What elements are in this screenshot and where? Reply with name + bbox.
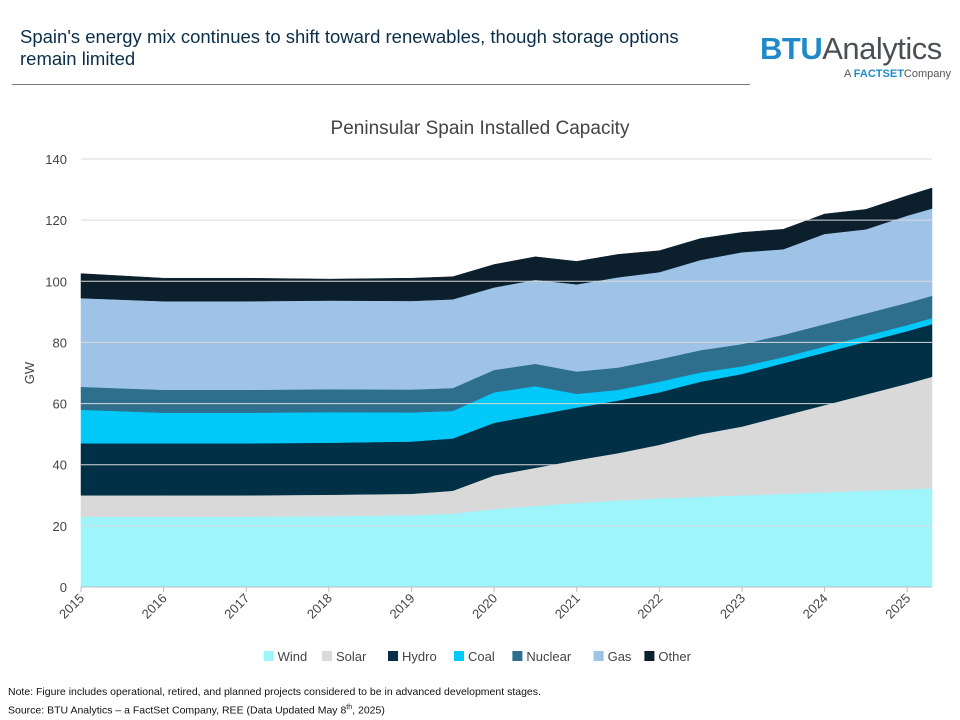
capacity-chart: Peninsular Spain Installed Capacity 0 20 4… <box>22 118 933 664</box>
area-other <box>80 187 933 302</box>
legend-label-hydro: Hydro <box>402 649 437 664</box>
x-tick-label-2016: 2016 <box>139 591 170 622</box>
x-tick-label-2022: 2022 <box>634 591 665 622</box>
legend-label-nuclear: Nuclear <box>526 649 571 664</box>
y-tick-label-60: 60 <box>53 397 67 412</box>
y-tick-label-20: 20 <box>53 519 67 534</box>
legend-label-other: Other <box>658 649 691 664</box>
x-tick-label-2017: 2017 <box>221 591 252 622</box>
legend-label-solar: Solar <box>336 649 367 664</box>
x-tick-label-2018: 2018 <box>304 591 335 622</box>
logo-sub-suffix: Company <box>903 68 951 80</box>
headline: Spain's energy mix continues to shift to… <box>20 26 679 69</box>
legend-label-coal: Coal <box>468 649 495 664</box>
x-tick-label-2015: 2015 <box>56 591 87 622</box>
x-tick-label-2024: 2024 <box>800 591 831 622</box>
logo-sub-prefix: A <box>844 68 851 80</box>
y-tick-label-40: 40 <box>53 458 67 473</box>
legend-swatch-other <box>644 651 655 661</box>
legend-label-gas: Gas <box>608 649 632 664</box>
y-tick-label-0: 0 <box>60 580 67 595</box>
logo-btu-text: BTU <box>760 31 823 66</box>
y-tick-label-100: 100 <box>45 274 67 289</box>
logo-analytics-text: Analytics <box>822 31 942 66</box>
footnote-note: Note: Figure includes operational, retir… <box>8 686 541 698</box>
chart-title: Peninsular Spain Installed Capacity <box>331 118 630 139</box>
footnote: Note: Figure includes operational, retir… <box>8 684 541 719</box>
legend-swatch-solar <box>322 651 332 661</box>
btu-analytics-logo: BTUAnalytics A FACTSETCompany <box>760 32 952 92</box>
area-layers <box>80 187 933 588</box>
x-tick-label-2019: 2019 <box>387 591 418 622</box>
legend-swatch-hydro <box>388 651 398 661</box>
legend-swatch-nuclear <box>512 651 523 661</box>
header-divider <box>12 84 750 85</box>
x-tick-label-2023: 2023 <box>717 591 748 622</box>
x-tick-label-2021: 2021 <box>552 591 583 622</box>
legend-swatch-coal <box>454 651 464 661</box>
source-superscript: th <box>346 704 353 711</box>
logo-factset: FACTSET <box>853 68 904 80</box>
x-tick-label-2020: 2020 <box>469 591 500 622</box>
y-axis-label: GW <box>22 361 37 384</box>
x-tick-label-2025: 2025 <box>882 591 913 622</box>
legend-label-wind: Wind <box>278 649 308 664</box>
logo-wordmark: BTUAnalytics <box>760 32 952 66</box>
footnote-source: Source: BTU Analytics – a FactSet Compan… <box>8 700 541 719</box>
legend-swatch-gas <box>593 651 604 661</box>
source-prefix: Source: BTU Analytics – a FactSet Compan… <box>8 704 347 717</box>
y-tick-label-80: 80 <box>53 335 67 350</box>
x-axis: 2015 2016 2017 2018 2019 2020 2021 2022 2023 2024… <box>56 586 932 622</box>
y-tick-label-140: 140 <box>45 152 67 167</box>
y-tick-label-120: 120 <box>45 213 67 228</box>
legend-swatch-wind <box>263 651 274 661</box>
source-suffix: , 2025) <box>352 704 385 717</box>
logo-tagline: A FACTSETCompany <box>844 68 951 80</box>
legend: Wind Solar Hydro Coal Nuclear Gas Other <box>263 649 692 664</box>
